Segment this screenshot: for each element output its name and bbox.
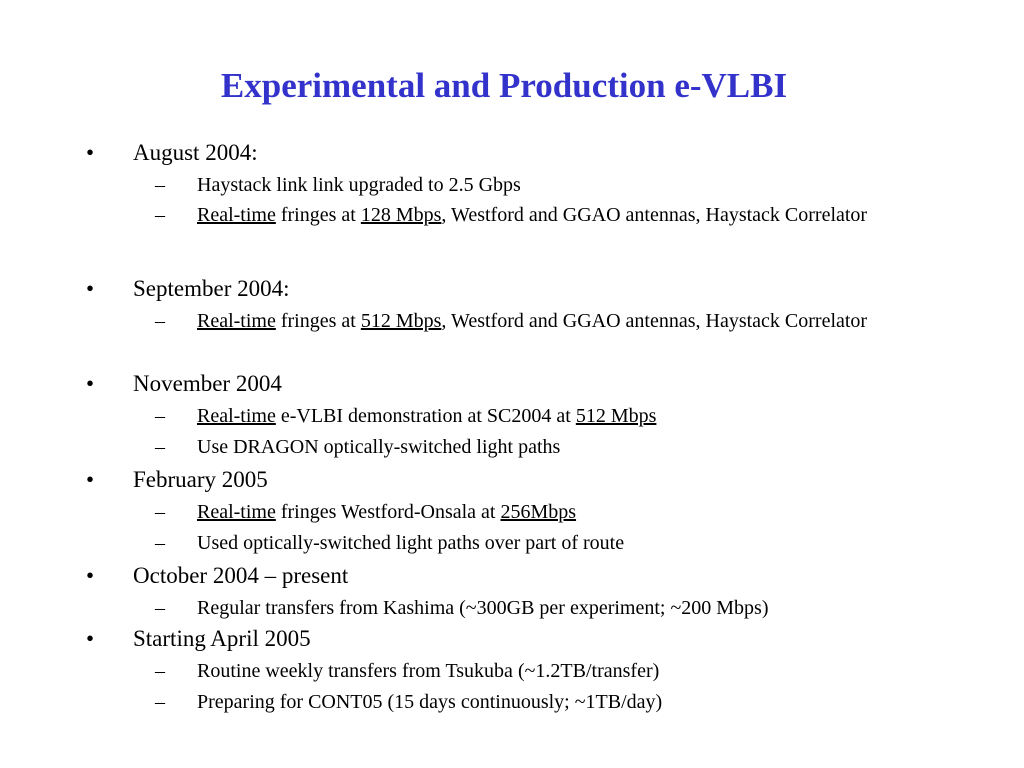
sub-text-part: fringes at [275,310,361,332]
sub-text-part: Haystack link link upgraded to 2.5 Gbps [197,174,521,196]
sub-text: Real-time fringes at 512 Mbps, Westford … [197,306,967,336]
sub-text-part: fringes Westford-Onsala at [275,501,501,523]
sub-text-part: fringes at [275,204,361,226]
sub-text: Routine weekly transfers from Tsukuba (~… [197,656,967,686]
slide-title: Experimental and Production e-VLBI [220,66,788,105]
sub-marker: – [155,436,165,458]
sub-marker: – [155,405,165,427]
sub-text: Preparing for CONT05 (15 days continuous… [197,687,967,717]
sub-marker: – [155,660,165,682]
sub-text-part: Used optically-switched light paths over… [197,532,625,554]
sub-marker: – [155,597,165,619]
bullet-heading: November 2004 [133,371,282,396]
sub-marker: – [155,691,165,713]
sub-marker: – [155,174,165,196]
link-text[interactable]: 512 Mbps [575,405,657,427]
sub-text-part: Preparing for CONT05 (15 days continuous… [197,691,663,713]
bullet-marker: • [86,276,95,301]
bullet-marker: • [86,371,95,396]
link-text[interactable]: Real-time [197,204,276,226]
link-text[interactable]: Real-time [197,310,276,332]
link-text[interactable]: Real-time [197,501,276,523]
bullet-marker: • [86,140,95,165]
sub-marker: – [155,532,165,554]
sub-text-part: e-VLBI demonstration at SC2004 at [275,405,576,427]
sub-text: Real-time fringes at 128 Mbps, Westford … [197,196,967,234]
bullet-marker: • [86,467,95,492]
bullet-heading: February 2005 [133,467,268,492]
link-text[interactable]: 256Mbps [500,501,577,523]
link-text[interactable]: 512 Mbps [360,310,442,332]
sub-text-part: Use DRAGON optically-switched light path… [197,436,561,458]
link-text[interactable]: Real-time [197,405,276,427]
sub-text-part: , Westford and GGAO antennas, Haystack C… [441,204,868,226]
sub-text-part: Routine weekly transfers from Tsukuba (~… [197,660,660,682]
bullet-marker: • [86,626,95,651]
sub-marker: – [155,501,165,523]
bullet-marker: • [86,563,95,588]
link-text[interactable]: 128 Mbps [360,204,442,226]
sub-text-part: Regular transfers from Kashima (~300GB p… [197,597,769,619]
bullet-heading: August 2004: [133,140,258,165]
bullet-heading: October 2004 – present [133,563,349,588]
sub-marker: – [155,310,165,332]
sub-text: Real-time fringes Westford-Onsala at 256… [197,497,967,527]
sub-text: Real-time e-VLBI demonstration at SC2004… [197,401,967,431]
bullet-heading: Starting April 2005 [133,626,311,651]
sub-text: Use DRAGON optically-switched light path… [197,432,967,462]
sub-text: Haystack link link upgraded to 2.5 Gbps [197,170,967,200]
sub-text-part: , Westford and GGAO antennas, Haystack C… [441,310,868,332]
sub-text: Used optically-switched light paths over… [197,528,967,558]
sub-marker: – [155,204,165,226]
sub-text: Regular transfers from Kashima (~300GB p… [197,593,967,623]
bullet-heading: September 2004: [133,276,290,301]
